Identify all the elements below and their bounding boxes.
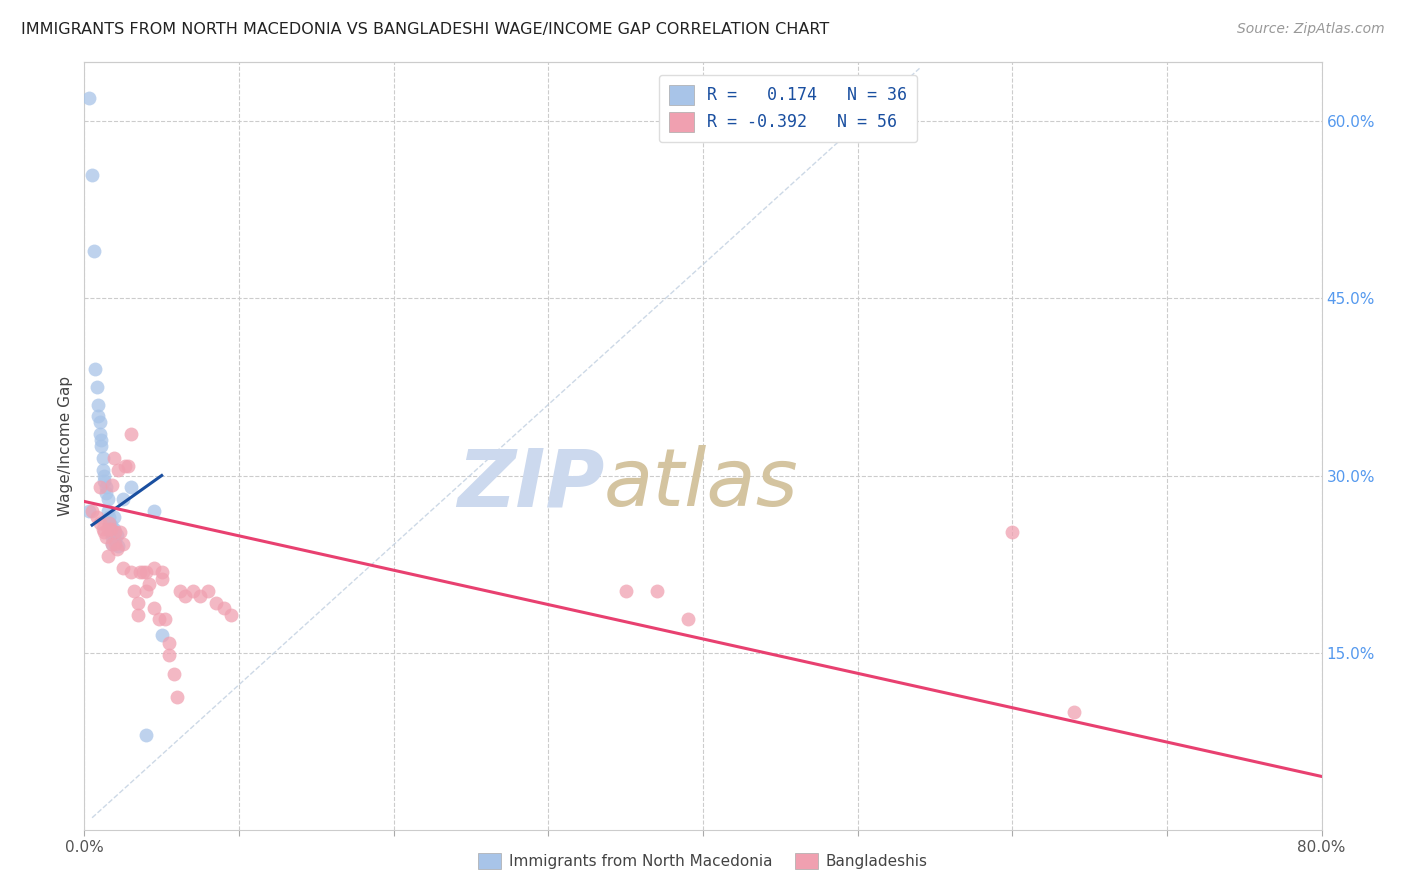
Point (89, 427, 111, 442)
Point (90, 439, 112, 453)
Point (112, 537, 135, 551)
Point (91, 450, 114, 465)
Point (89, 416, 111, 430)
Point (84, 362, 107, 376)
Legend: R =   0.174   N = 36, R = -0.392   N = 56: R = 0.174 N = 36, R = -0.392 N = 56 (659, 75, 917, 142)
Point (212, 600, 235, 615)
Point (135, 584, 157, 599)
Point (89, 480, 111, 494)
Point (112, 492, 135, 507)
Point (105, 527, 128, 541)
Point (163, 666, 186, 681)
Point (94, 530, 117, 544)
Point (100, 518, 122, 533)
Point (676, 612, 699, 626)
Point (122, 584, 145, 599)
Point (219, 607, 242, 622)
Point (93, 475, 115, 489)
Point (103, 450, 125, 465)
Point (188, 589, 211, 603)
Point (132, 566, 155, 580)
Point (82, 504, 104, 518)
Point (138, 577, 160, 591)
Point (150, 573, 173, 587)
Point (91, 462, 114, 476)
Point (100, 522, 122, 536)
Legend: Immigrants from North Macedonia, Bangladeshis: Immigrants from North Macedonia, Banglad… (472, 847, 934, 875)
Point (114, 458, 136, 473)
Point (112, 560, 135, 574)
Point (205, 596, 228, 610)
Point (135, 566, 157, 580)
Point (197, 584, 219, 599)
Point (104, 533, 127, 548)
Point (107, 462, 129, 476)
Point (153, 612, 176, 626)
Point (101, 478, 124, 492)
Point (100, 525, 122, 540)
Point (82, 168, 104, 182)
Point (93, 525, 115, 540)
Point (120, 480, 142, 494)
Point (94, 486, 117, 500)
Point (127, 596, 149, 610)
Point (127, 607, 149, 622)
Point (129, 566, 152, 580)
Point (143, 600, 166, 615)
Point (117, 458, 139, 473)
Point (166, 690, 188, 705)
Point (143, 560, 166, 574)
Point (169, 584, 191, 599)
Text: atlas: atlas (605, 445, 799, 524)
Text: IMMIGRANTS FROM NORTH MACEDONIA VS BANGLADESHI WAGE/INCOME GAP CORRELATION CHART: IMMIGRANTS FROM NORTH MACEDONIA VS BANGL… (21, 22, 830, 37)
Point (101, 537, 124, 551)
Point (174, 589, 197, 603)
Point (645, 584, 668, 599)
Point (93, 468, 115, 483)
Point (143, 504, 166, 518)
Point (98, 516, 121, 530)
Point (135, 728, 157, 742)
Point (150, 566, 173, 580)
Point (96, 549, 118, 563)
Point (1001, 525, 1024, 540)
Y-axis label: Wage/Income Gap: Wage/Income Gap (58, 376, 73, 516)
Point (77, 504, 100, 518)
Point (104, 525, 127, 540)
Point (159, 648, 180, 662)
Point (87, 409, 110, 424)
Point (77, 91, 100, 105)
Point (105, 541, 128, 556)
Point (90, 433, 112, 447)
Point (98, 516, 121, 530)
Point (181, 584, 204, 599)
Point (120, 427, 142, 442)
Point (94, 480, 117, 494)
Text: Source: ZipAtlas.com: Source: ZipAtlas.com (1237, 22, 1385, 37)
Point (159, 636, 180, 650)
Point (104, 537, 127, 551)
Point (1063, 705, 1085, 719)
Point (87, 398, 110, 412)
Point (98, 509, 121, 524)
Point (120, 566, 142, 580)
Point (83, 244, 105, 259)
Point (96, 504, 118, 518)
Point (148, 612, 170, 626)
Point (614, 584, 637, 599)
Point (101, 537, 124, 551)
Point (108, 525, 131, 540)
Point (107, 539, 129, 553)
Point (86, 509, 108, 524)
Point (89, 516, 111, 530)
Point (150, 628, 173, 642)
Point (103, 522, 125, 536)
Point (91, 522, 114, 536)
Point (86, 380, 108, 394)
Point (103, 509, 125, 524)
Point (96, 492, 118, 507)
Point (96, 522, 118, 536)
Text: ZIP: ZIP (457, 445, 605, 524)
Point (101, 530, 124, 544)
